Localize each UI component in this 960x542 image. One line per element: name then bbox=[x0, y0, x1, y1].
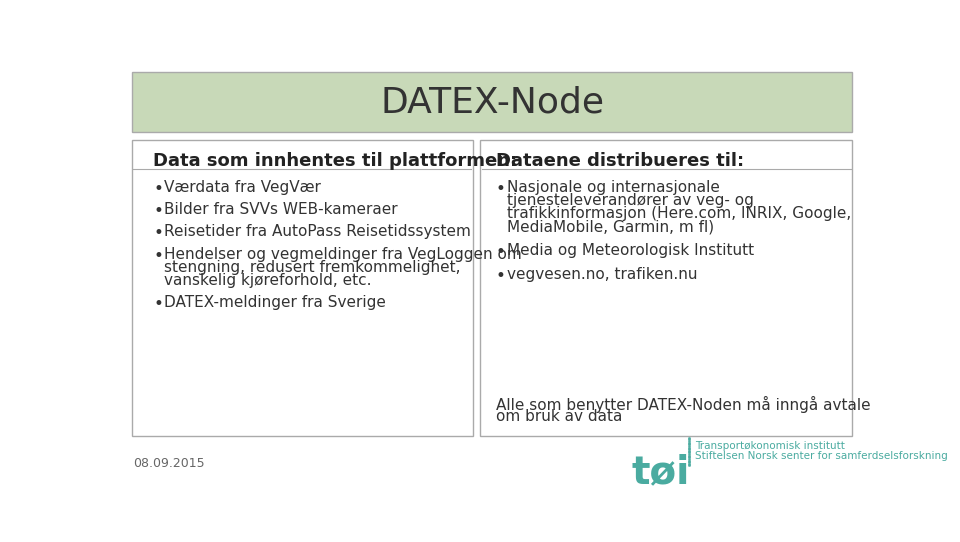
Text: Bilder fra SVVs WEB-kameraer: Bilder fra SVVs WEB-kameraer bbox=[164, 202, 397, 217]
Text: •: • bbox=[154, 247, 163, 264]
Text: Dataene distribueres til:: Dataene distribueres til: bbox=[496, 152, 744, 170]
Text: Hendelser og vegmeldinger fra VegLoggen om: Hendelser og vegmeldinger fra VegLoggen … bbox=[164, 247, 522, 262]
Bar bbox=[480, 140, 852, 436]
Text: trafikkinformasjon (Here.com, INRIX, Google,: trafikkinformasjon (Here.com, INRIX, Goo… bbox=[507, 206, 851, 221]
Text: stengning, redusert fremkommelighet,: stengning, redusert fremkommelighet, bbox=[164, 260, 461, 275]
Text: •: • bbox=[154, 295, 163, 313]
Text: tøi: tøi bbox=[632, 453, 690, 491]
Text: Media og Meteorologisk Institutt: Media og Meteorologisk Institutt bbox=[507, 243, 754, 258]
Text: 08.09.2015: 08.09.2015 bbox=[133, 457, 204, 470]
Text: •: • bbox=[496, 267, 506, 285]
Text: vegvesen.no, trafiken.nu: vegvesen.no, trafiken.nu bbox=[507, 267, 697, 282]
Text: DATEX-meldinger fra Sverige: DATEX-meldinger fra Sverige bbox=[164, 295, 386, 310]
Text: Nasjonale og internasjonale: Nasjonale og internasjonale bbox=[507, 180, 720, 195]
Text: Transportøkonomisk institutt: Transportøkonomisk institutt bbox=[695, 441, 845, 451]
Text: •: • bbox=[154, 180, 163, 198]
Text: Alle som benytter DATEX-Noden må inngå avtale: Alle som benytter DATEX-Noden må inngå a… bbox=[496, 396, 871, 413]
Text: Data som innhentes til plattformen:: Data som innhentes til plattformen: bbox=[154, 152, 517, 170]
Text: tjenesteleverandører av veg- og: tjenesteleverandører av veg- og bbox=[507, 193, 754, 208]
Text: •: • bbox=[154, 224, 163, 242]
Bar bbox=[132, 140, 472, 436]
Text: om bruk av data: om bruk av data bbox=[496, 409, 622, 424]
Text: •: • bbox=[154, 202, 163, 220]
Text: •: • bbox=[496, 243, 506, 261]
Text: Værdata fra VegVær: Værdata fra VegVær bbox=[164, 180, 321, 195]
Text: vanskelig kjøreforhold, etc.: vanskelig kjøreforhold, etc. bbox=[164, 273, 372, 288]
Text: •: • bbox=[496, 180, 506, 198]
Text: DATEX-Node: DATEX-Node bbox=[380, 85, 604, 119]
Text: MediaMobile, Garmin, m fl): MediaMobile, Garmin, m fl) bbox=[507, 219, 714, 234]
Text: Reisetider fra AutoPass Reisetidssystem: Reisetider fra AutoPass Reisetidssystem bbox=[164, 224, 471, 240]
Text: Stiftelsen Norsk senter for samferdselsforskning: Stiftelsen Norsk senter for samferdselsf… bbox=[695, 451, 948, 461]
Bar bbox=[132, 72, 852, 132]
